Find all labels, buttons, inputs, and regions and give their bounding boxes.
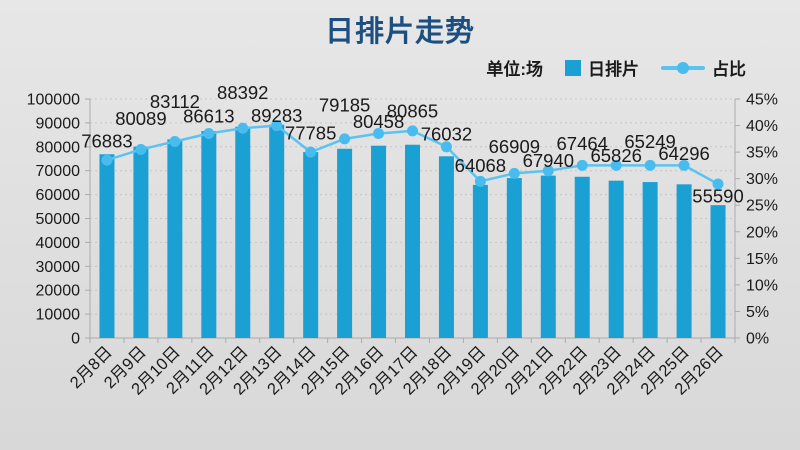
bar	[303, 152, 319, 338]
bar-value-label: 79185	[319, 94, 370, 115]
legend-item-line-series: 占比	[661, 55, 746, 80]
left-axis-tick-label: 90000	[36, 115, 81, 132]
bar	[269, 124, 285, 338]
bar	[167, 139, 183, 338]
bar-value-label: 80865	[387, 100, 438, 121]
ratio-dot	[542, 165, 554, 177]
left-axis-tick-label: 60000	[36, 187, 81, 204]
ratio-dot	[576, 159, 588, 171]
right-axis-tick-label: 30%	[746, 171, 778, 188]
bar-series-label: 日排片	[588, 60, 639, 79]
ratio-dot	[610, 159, 622, 171]
bar	[371, 145, 387, 338]
right-axis-tick-label: 5%	[746, 304, 769, 321]
bar	[405, 144, 420, 338]
bar	[540, 175, 556, 338]
bar	[472, 184, 488, 338]
right-axis-tick-label: 35%	[746, 145, 778, 162]
bar	[506, 178, 522, 338]
left-axis-tick-label: 100000	[27, 92, 80, 109]
line-series-swatch-icon	[661, 61, 705, 74]
ratio-dot	[101, 154, 113, 166]
right-axis-tick-label: 0%	[746, 331, 769, 348]
bar	[337, 148, 353, 338]
legend-item-bar-series: 日排片	[565, 55, 639, 80]
ratio-dot	[271, 120, 283, 132]
bar	[710, 205, 726, 338]
bar-value-label: 86613	[183, 105, 234, 126]
ratio-dot	[135, 143, 147, 155]
right-axis-tick-label: 40%	[746, 118, 778, 135]
bar	[133, 146, 149, 338]
bar-value-label: 76032	[421, 123, 472, 144]
line-series-label: 占比	[712, 60, 746, 79]
ratio-dot	[440, 141, 452, 153]
left-axis-tick-label: 50000	[36, 211, 81, 228]
bar	[574, 176, 590, 338]
bar	[642, 182, 658, 338]
bar-value-label: 80089	[115, 108, 166, 129]
right-axis-tick-label: 10%	[746, 277, 778, 294]
ratio-dot	[644, 159, 656, 171]
ratio-dot	[407, 125, 418, 137]
bar-value-label: 89283	[251, 105, 302, 126]
left-axis-tick-label: 40000	[36, 235, 81, 252]
bar-value-label: 55590	[692, 185, 743, 206]
left-axis-tick-label: 80000	[36, 139, 81, 156]
bar-value-label: 83112	[150, 91, 200, 112]
ratio-dot	[305, 146, 317, 158]
ratio-dot	[237, 122, 249, 134]
bar	[235, 126, 251, 338]
ratio-dot	[678, 159, 690, 171]
right-axis-tick-label: 20%	[746, 224, 778, 241]
bar	[676, 184, 692, 338]
bar	[608, 180, 624, 338]
bar-value-label: 67940	[523, 150, 574, 171]
bar	[99, 154, 115, 338]
left-axis-tick-label: 20000	[36, 283, 81, 300]
bar-value-label: 64296	[658, 143, 709, 164]
ratio-dot	[712, 178, 724, 190]
line-series-dot-icon	[677, 61, 689, 74]
bar-value-label: 65249	[624, 131, 675, 152]
ratio-dot	[169, 135, 181, 147]
bar	[438, 156, 454, 338]
left-axis-tick-label: 30000	[36, 259, 81, 276]
unit-label: 单位:场	[486, 60, 543, 79]
bar-value-label: 66909	[489, 136, 540, 157]
bar	[201, 130, 217, 338]
left-axis-tick-label: 0	[71, 331, 80, 348]
bar-value-label: 80458	[353, 111, 404, 132]
ratio-dot	[474, 175, 486, 187]
bar-series-swatch-icon	[565, 59, 581, 76]
bar-value-label: 77785	[285, 123, 336, 144]
bar-value-label: 76883	[81, 131, 132, 152]
ratio-dot	[339, 133, 351, 145]
right-axis-tick-label: 25%	[746, 198, 778, 215]
ratio-dot	[203, 128, 215, 140]
bar-value-label: 65826	[590, 145, 641, 166]
left-axis-tick-label: 10000	[36, 307, 81, 324]
bar-value-label: 67464	[557, 133, 608, 154]
right-axis-tick-label: 15%	[746, 251, 778, 268]
ratio-dot	[508, 167, 520, 179]
bar-value-label: 64068	[455, 155, 506, 176]
right-axis-tick-label: 45%	[746, 92, 778, 109]
bar-value-label: 88392	[217, 82, 268, 103]
chart-title: 日排片走势	[324, 16, 475, 48]
ratio-dot	[373, 128, 385, 140]
legend: 单位:场 日排片 占比	[486, 55, 746, 80]
left-axis-tick-label: 70000	[36, 163, 81, 180]
